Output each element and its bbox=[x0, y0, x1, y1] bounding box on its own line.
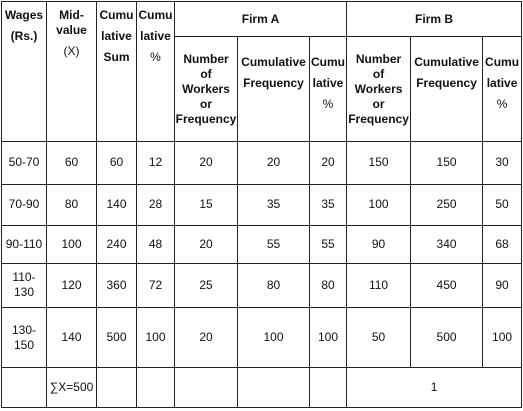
cell-wages: 110-130 bbox=[1, 263, 47, 308]
cell-cumulative-sum: 240 bbox=[96, 224, 137, 265]
cell-b-cumulative-frequency: 450 bbox=[410, 263, 484, 308]
cell-mid-value: 60 bbox=[46, 140, 97, 186]
header-firm-b: Firm B bbox=[346, 0, 523, 38]
footer-firm-b-total: 1 bbox=[346, 367, 523, 408]
cell-mid-value: 100 bbox=[46, 224, 97, 265]
header-a-workers: Number of Workers or Frequency bbox=[174, 36, 238, 142]
cell-a-cumulative-percent: 100 bbox=[308, 306, 348, 369]
cell-a-cumulative-frequency: 20 bbox=[237, 140, 310, 186]
cell-cumulative-sum: 360 bbox=[96, 263, 137, 308]
cell-b-cumulative-frequency: 250 bbox=[410, 184, 484, 226]
cell-b-cumulative-percent: 90 bbox=[482, 263, 523, 308]
cell-b-workers: 110 bbox=[346, 263, 412, 308]
cell-cumulative-sum: 140 bbox=[96, 184, 137, 226]
header-mid-value: Mid- value (X) bbox=[46, 1, 97, 142]
header-cumulative-sum: Cumu lative Sum bbox=[96, 1, 137, 142]
table-row: 50-70 60 60 12 20 20 20 150 150 30 bbox=[1, 140, 523, 186]
cell-b-cumulative-percent: 68 bbox=[482, 224, 523, 265]
footer-row: ∑X=500 1 bbox=[1, 367, 523, 408]
cell-cumulative-percent: 12 bbox=[136, 140, 175, 186]
cell-b-workers: 50 bbox=[346, 306, 412, 369]
cell-cumulative-sum: 60 bbox=[96, 140, 137, 186]
cell-a-workers: 20 bbox=[174, 224, 238, 265]
cell-b-cumulative-frequency: 150 bbox=[410, 140, 484, 186]
cell-a-cumulative-percent: 55 bbox=[308, 224, 348, 265]
cell-b-cumulative-frequency: 340 bbox=[410, 224, 484, 265]
footer-empty bbox=[136, 367, 175, 408]
header-firm-a: Firm A bbox=[173, 0, 348, 38]
cell-cumulative-percent: 72 bbox=[136, 263, 175, 308]
footer-empty bbox=[308, 367, 348, 408]
cell-b-workers: 150 bbox=[346, 140, 412, 186]
cell-mid-value: 140 bbox=[46, 306, 97, 369]
footer-empty bbox=[1, 367, 47, 408]
header-b-cumulative-percent: Cumu lative % bbox=[482, 36, 523, 142]
cell-a-cumulative-frequency: 100 bbox=[237, 306, 310, 369]
cell-a-cumulative-percent: 35 bbox=[308, 184, 348, 226]
cell-a-workers: 20 bbox=[174, 140, 238, 186]
table-row: 110-130 120 360 72 25 80 80 110 450 90 bbox=[1, 263, 523, 308]
cell-cumulative-sum: 500 bbox=[96, 306, 137, 369]
cell-b-cumulative-percent: 100 bbox=[482, 306, 523, 369]
header-wages: Wages (Rs.) bbox=[1, 1, 47, 142]
cell-b-cumulative-percent: 30 bbox=[482, 140, 523, 186]
cell-a-workers: 15 bbox=[174, 184, 238, 226]
cell-wages: 50-70 bbox=[1, 140, 47, 186]
cell-a-cumulative-frequency: 35 bbox=[237, 184, 310, 226]
cell-b-workers: 100 bbox=[346, 184, 412, 226]
footer-empty bbox=[174, 367, 238, 408]
cell-a-cumulative-percent: 20 bbox=[308, 140, 348, 186]
cell-wages: 90-110 bbox=[1, 224, 47, 265]
cell-cumulative-percent: 48 bbox=[136, 224, 175, 265]
cell-a-workers: 20 bbox=[174, 306, 238, 369]
cell-wages: 130-150 bbox=[1, 306, 47, 369]
table-row: 90-110 100 240 48 20 55 55 90 340 68 bbox=[1, 224, 523, 265]
header-cumulative-percent: Cumu lative % bbox=[136, 1, 175, 142]
cell-wages: 70-90 bbox=[1, 184, 47, 226]
cell-a-workers: 25 bbox=[174, 263, 238, 308]
table-row: 70-90 80 140 28 15 35 35 100 250 50 bbox=[1, 184, 523, 226]
cell-cumulative-percent: 28 bbox=[136, 184, 175, 226]
cell-cumulative-percent: 100 bbox=[136, 306, 175, 369]
cell-b-cumulative-frequency: 500 bbox=[410, 306, 484, 369]
cell-a-cumulative-frequency: 55 bbox=[237, 224, 310, 265]
cell-a-cumulative-frequency: 80 bbox=[237, 263, 310, 308]
header-a-cumulative-percent: Cumu lative % bbox=[308, 36, 348, 142]
cell-b-cumulative-percent: 50 bbox=[482, 184, 523, 226]
header-b-workers: Number of Workers or Frequency bbox=[346, 36, 412, 142]
cell-a-cumulative-percent: 80 bbox=[308, 263, 348, 308]
footer-sum-x: ∑X=500 bbox=[46, 367, 97, 408]
header-b-cumulative-frequency: Cumulative Frequency bbox=[410, 36, 484, 142]
cell-b-workers: 90 bbox=[346, 224, 412, 265]
footer-empty bbox=[237, 367, 310, 408]
footer-empty bbox=[96, 367, 137, 408]
cell-mid-value: 80 bbox=[46, 184, 97, 226]
cell-mid-value: 120 bbox=[46, 263, 97, 308]
table-row: 130-150 140 500 100 20 100 100 50 500 10… bbox=[1, 306, 523, 369]
header-a-cumulative-frequency: Cumulative Frequency bbox=[237, 36, 310, 142]
